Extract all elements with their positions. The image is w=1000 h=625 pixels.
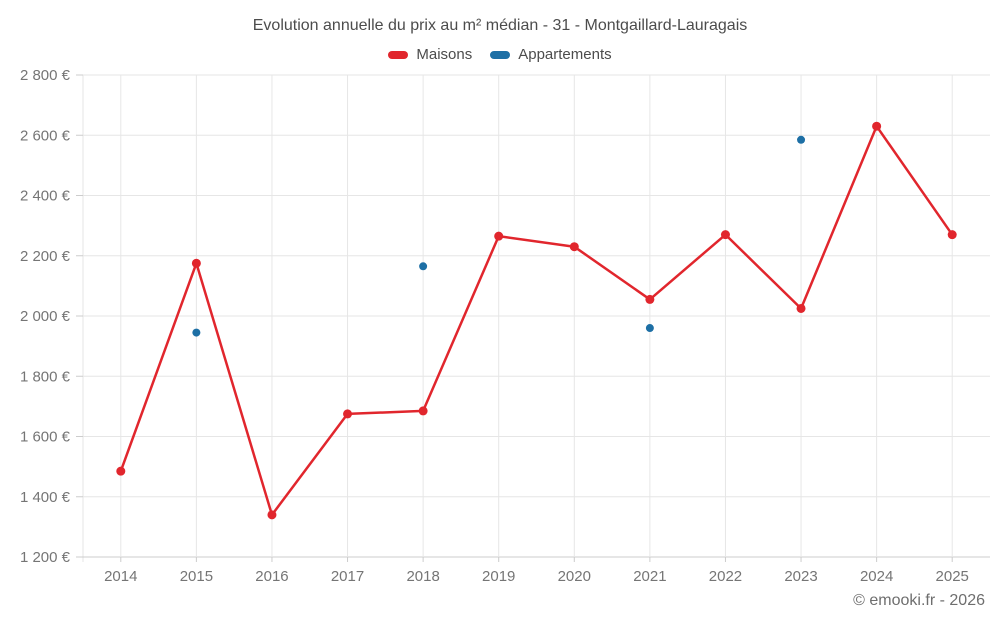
x-axis-label: 2014: [104, 568, 137, 585]
y-axis-label: 1 800 €: [20, 368, 71, 385]
x-axis-label: 2021: [633, 568, 666, 585]
maisons-point: [494, 231, 504, 241]
maisons-point: [418, 406, 428, 416]
y-axis-label: 1 600 €: [20, 429, 71, 446]
appartements-point: [192, 328, 201, 337]
x-axis-label: 2022: [709, 568, 742, 585]
y-axis-label: 2 200 €: [20, 248, 71, 265]
maisons-point: [645, 294, 655, 304]
maisons-point: [872, 121, 882, 131]
chart-legend: Maisons Appartements: [0, 46, 1000, 63]
appartements-legend-swatch-icon: [490, 50, 511, 59]
x-axis-label: 2018: [406, 568, 439, 585]
x-axis-label: 2025: [936, 568, 969, 585]
maisons-line: [119, 124, 954, 517]
maisons-point: [569, 242, 579, 252]
x-axis-label: 2016: [255, 568, 288, 585]
x-axis-label: 2017: [331, 568, 364, 585]
maisons-point: [116, 466, 126, 476]
maisons-point: [267, 510, 277, 520]
maisons-point: [947, 230, 957, 240]
x-axis-label: 2019: [482, 568, 515, 585]
chart-title: Evolution annuelle du prix au m² médian …: [252, 17, 748, 34]
maisons-point: [796, 303, 806, 313]
appartements-point: [797, 135, 806, 144]
maisons-point: [343, 409, 353, 419]
y-axis-label: 2 600 €: [20, 127, 71, 144]
y-axis-label: 1 200 €: [20, 549, 71, 566]
maisons-point: [720, 230, 730, 240]
appartements-point: [419, 262, 428, 271]
y-axis-label: 2 000 €: [20, 308, 71, 325]
appartements-legend-label: Appartements: [518, 46, 612, 63]
maisons-legend-label: Maisons: [416, 46, 473, 63]
maisons-legend-swatch-icon: [388, 50, 409, 59]
x-axis-label: 2015: [180, 568, 213, 585]
copyright-footer: © emooki.fr - 2026: [853, 592, 985, 609]
legend-item-maisons[interactable]: Maisons: [388, 46, 472, 63]
y-axis-label: 1 400 €: [20, 489, 71, 506]
x-axis-label: 2024: [860, 568, 893, 585]
y-axis-label: 2 400 €: [20, 188, 71, 205]
appartements-point: [645, 324, 654, 333]
x-axis-label: 2020: [558, 568, 591, 585]
y-axis-label: 2 800 €: [20, 67, 71, 84]
x-axis-label: 2023: [784, 568, 817, 585]
legend-item-appartements[interactable]: Appartements: [490, 46, 612, 63]
maisons-point: [191, 258, 201, 268]
